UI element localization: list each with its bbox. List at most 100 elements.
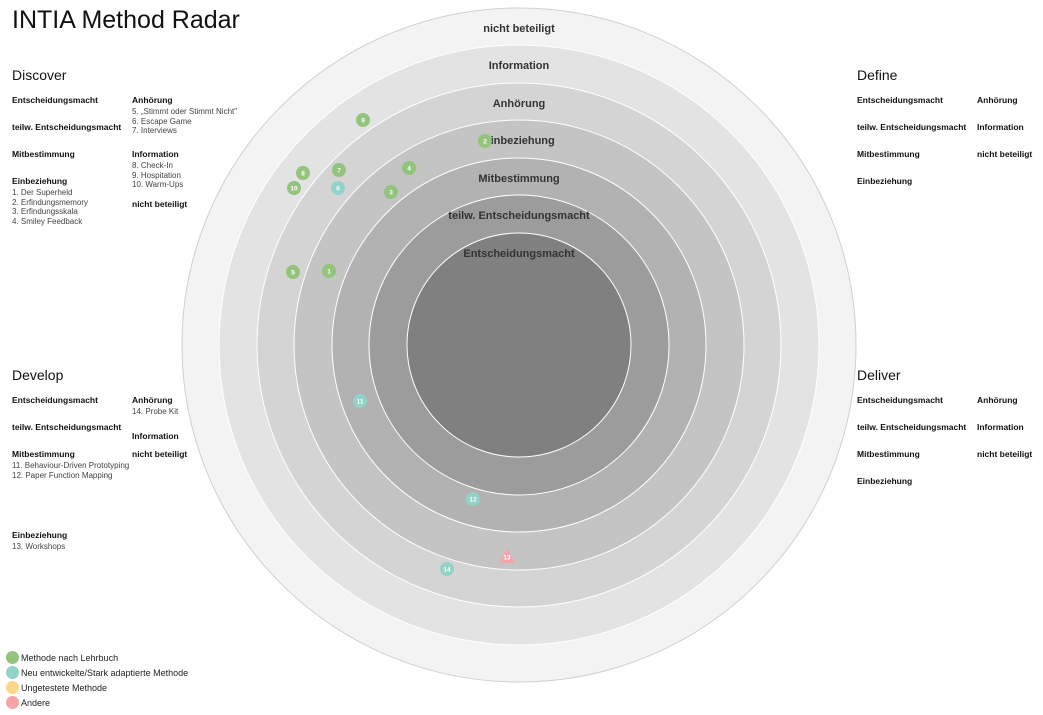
method-item: 4. Smiley Feedback: [12, 216, 83, 226]
blip-marker[interactable]: [331, 181, 345, 195]
blip-number: 12: [469, 497, 477, 504]
page-title: INTIA Method Radar: [12, 6, 240, 34]
method-blip[interactable]: 11: [353, 394, 367, 408]
category: Information 8. Check-In 9. Hospitation 10. …: [132, 148, 183, 190]
method-blip[interactable]: 12: [466, 492, 480, 506]
quadrant-discover: Discover Entscheidungsmacht teilw. Entsch…: [12, 67, 237, 226]
blip-marker[interactable]: [286, 265, 300, 279]
category-title: Entscheidungsmacht: [12, 395, 98, 405]
category-title: Mitbestimmung: [12, 149, 75, 159]
category: Mitbestimmung 11. Behaviour-Driven Protot…: [12, 448, 129, 480]
blip-marker[interactable]: [499, 548, 515, 563]
ring-label: teilw. Entscheidungsmacht: [448, 210, 590, 222]
category-title: Mitbestimmung: [857, 149, 920, 159]
blip-marker[interactable]: [402, 161, 416, 175]
blip-marker[interactable]: [332, 163, 346, 177]
blip-number: 14: [443, 567, 451, 574]
legend: Methode nach Lehrbuch Neu entwickelte/St…: [6, 650, 188, 710]
quadrant-title: Develop: [12, 367, 64, 383]
category-title: nicht beteiligt: [132, 449, 188, 459]
blip-number: 8: [301, 171, 305, 178]
method-item: 5. „Stimmt oder Stimmt Nicht": [132, 107, 238, 116]
blip-marker[interactable]: [478, 134, 492, 148]
category: Anhörung: [977, 394, 1018, 407]
blip-marker[interactable]: [466, 492, 480, 506]
category: Anhörung: [977, 94, 1018, 107]
method-blip[interactable]: 9: [356, 113, 370, 127]
category-title: Einbeziehung: [12, 176, 68, 186]
legend-label: Methode nach Lehrbuch: [21, 652, 119, 663]
blip-number: 5: [291, 270, 295, 277]
method-blip[interactable]: 14: [440, 562, 454, 576]
legend-label: Andere: [21, 697, 51, 708]
category: Entscheidungsmacht: [857, 394, 943, 407]
method-blip[interactable]: 4: [402, 161, 416, 175]
method-blip[interactable]: 2: [478, 134, 492, 148]
blip-marker[interactable]: [322, 264, 336, 278]
quadrant-define: Define Entscheidungsmacht teilw. Entschei…: [857, 67, 1042, 186]
blip-number: 2: [483, 139, 487, 146]
blip-marker[interactable]: [287, 181, 301, 195]
category-title: teilw. Entscheidungsmacht: [12, 422, 122, 432]
category-title: Anhörung: [132, 395, 173, 405]
quadrant-develop: Develop Entscheidungsmacht teilw. Entsche…: [12, 367, 197, 551]
category-title: Information: [977, 122, 1024, 132]
blip-number: 3: [389, 190, 393, 197]
category: Anhörung 5. „Stimmt oder Stimmt Nicht" 6. …: [132, 94, 237, 136]
method-blip[interactable]: 5: [286, 265, 300, 279]
method-item: 7. Interviews: [132, 126, 177, 135]
method-blip[interactable]: 1: [322, 264, 336, 278]
category: nicht beteiligt: [132, 198, 187, 211]
method-item: 2. Erfindungsmemory: [12, 197, 89, 207]
method-item: 8. Check-In: [132, 161, 173, 170]
ring-label: Information: [489, 60, 550, 72]
blip-marker[interactable]: [296, 166, 310, 180]
category: Information: [132, 430, 179, 443]
category-title: Anhörung: [132, 95, 173, 105]
category: Einbeziehung 1. Der Superheld 2. Erfindung…: [12, 175, 88, 226]
ring-label: Entscheidungsmacht: [463, 248, 575, 260]
method-blip[interactable]: 10: [287, 181, 301, 195]
blip-number: 1: [327, 269, 331, 276]
category-title: Einbeziehung: [857, 176, 913, 186]
category-title: Information: [132, 431, 179, 441]
legend-item: Andere: [6, 695, 188, 710]
legend-label: Neu entwickelte/Stark adaptierte Methode: [21, 667, 189, 678]
category-title: Einbeziehung: [12, 530, 68, 540]
legend-item: Neu entwickelte/Stark adaptierte Methode: [6, 665, 188, 680]
method-item: 6. Escape Game: [132, 116, 192, 126]
category: Entscheidungsmacht: [857, 94, 943, 107]
method-item: 14. Probe Kit: [132, 407, 179, 416]
blip-marker[interactable]: [356, 113, 370, 127]
category: Entscheidungsmacht: [12, 394, 98, 407]
blip-number: 13: [503, 555, 511, 562]
method-blip[interactable]: 8: [296, 166, 310, 180]
category: Einbeziehung 13. Workshops: [12, 529, 67, 552]
category-title: Anhörung: [977, 395, 1018, 405]
category-title: Mitbestimmung: [857, 449, 920, 459]
blip-marker[interactable]: [353, 394, 367, 408]
category-title: Anhörung: [977, 95, 1018, 105]
category: Information: [977, 421, 1024, 434]
category-title: teilw. Entscheidungsmacht: [12, 122, 122, 132]
method-blip[interactable]: 3: [384, 185, 398, 199]
legend-item: Ungetestete Methode: [6, 680, 188, 695]
ring-label: nicht beteiligt: [483, 23, 555, 35]
category-title: nicht beteiligt: [132, 199, 188, 209]
method-item: 9. Hospitation: [132, 170, 181, 180]
category: teilw. Entscheidungsmacht: [12, 121, 121, 134]
category-title: Information: [977, 422, 1024, 432]
method-blip[interactable]: 13: [499, 548, 515, 563]
blip-marker[interactable]: [440, 562, 454, 576]
blip-number: 6: [336, 186, 340, 193]
method-blip[interactable]: 7: [332, 163, 346, 177]
category-title: Entscheidungsmacht: [12, 95, 98, 105]
category-title: Einbeziehung: [857, 476, 913, 486]
blip-number: 10: [290, 186, 298, 193]
category-title: nicht beteiligt: [977, 449, 1033, 459]
blip-marker[interactable]: [384, 185, 398, 199]
category-title: Information: [132, 149, 179, 159]
method-item: 13. Workshops: [12, 542, 66, 551]
method-blip[interactable]: 6: [331, 181, 345, 195]
blip-number: 4: [407, 166, 411, 173]
